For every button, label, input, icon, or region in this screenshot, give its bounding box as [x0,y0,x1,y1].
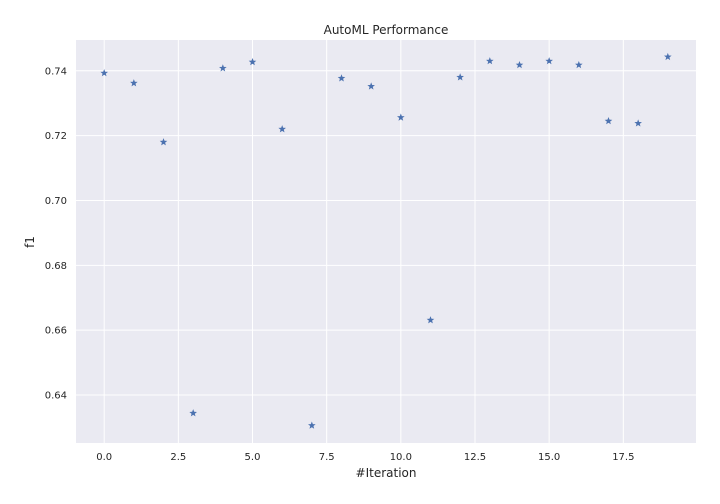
y-axis-label: f1 [23,236,37,248]
y-tick-label: 0.68 [45,261,67,272]
data-point-star [337,74,346,82]
data-point-star [634,119,642,127]
y-tick-label: 0.64 [45,391,67,402]
y-tick-label: 0.66 [45,326,67,337]
data-point-star [278,125,286,133]
plot-background [76,40,696,443]
data-point-star [189,409,197,417]
data-points [100,52,672,429]
x-tick-label: 15.0 [538,452,560,463]
data-point-star [604,117,613,125]
x-tick-label: 17.5 [612,452,634,463]
data-point-star [664,52,672,61]
data-point-star [130,79,138,87]
data-point-star [248,58,257,66]
data-point-star [545,57,553,65]
x-tick-label: 7.5 [319,452,335,463]
y-tick-label: 0.70 [45,196,67,207]
y-tick-label: 0.74 [45,66,67,77]
x-tick-label: 5.0 [245,452,261,463]
data-point-star [219,64,227,72]
data-point-star [159,138,168,146]
x-tick-label: 10.0 [390,452,412,463]
data-point-star [308,421,316,429]
x-tick-label: 12.5 [464,452,486,463]
x-tick-label: 0.0 [96,452,112,463]
x-tick-labels: 0.0 2.5 5.0 7.5 10.0 12.5 15.0 17.5 [96,452,634,463]
x-tick-label: 2.5 [170,452,186,463]
data-point-star [575,60,583,69]
data-point-star [100,69,108,77]
data-point-star [397,113,405,121]
data-point-star [486,57,494,65]
data-point-star [367,82,375,90]
y-tick-label: 0.72 [45,131,67,142]
data-point-star [456,73,464,81]
chart-title: AutoML Performance [324,23,449,37]
data-point-star [515,60,524,69]
data-point-star [426,316,435,324]
grid [76,40,696,443]
x-axis-label: #Iteration [356,466,417,480]
y-tick-labels: 0.64 0.66 0.68 0.70 0.72 0.74 [45,66,67,401]
